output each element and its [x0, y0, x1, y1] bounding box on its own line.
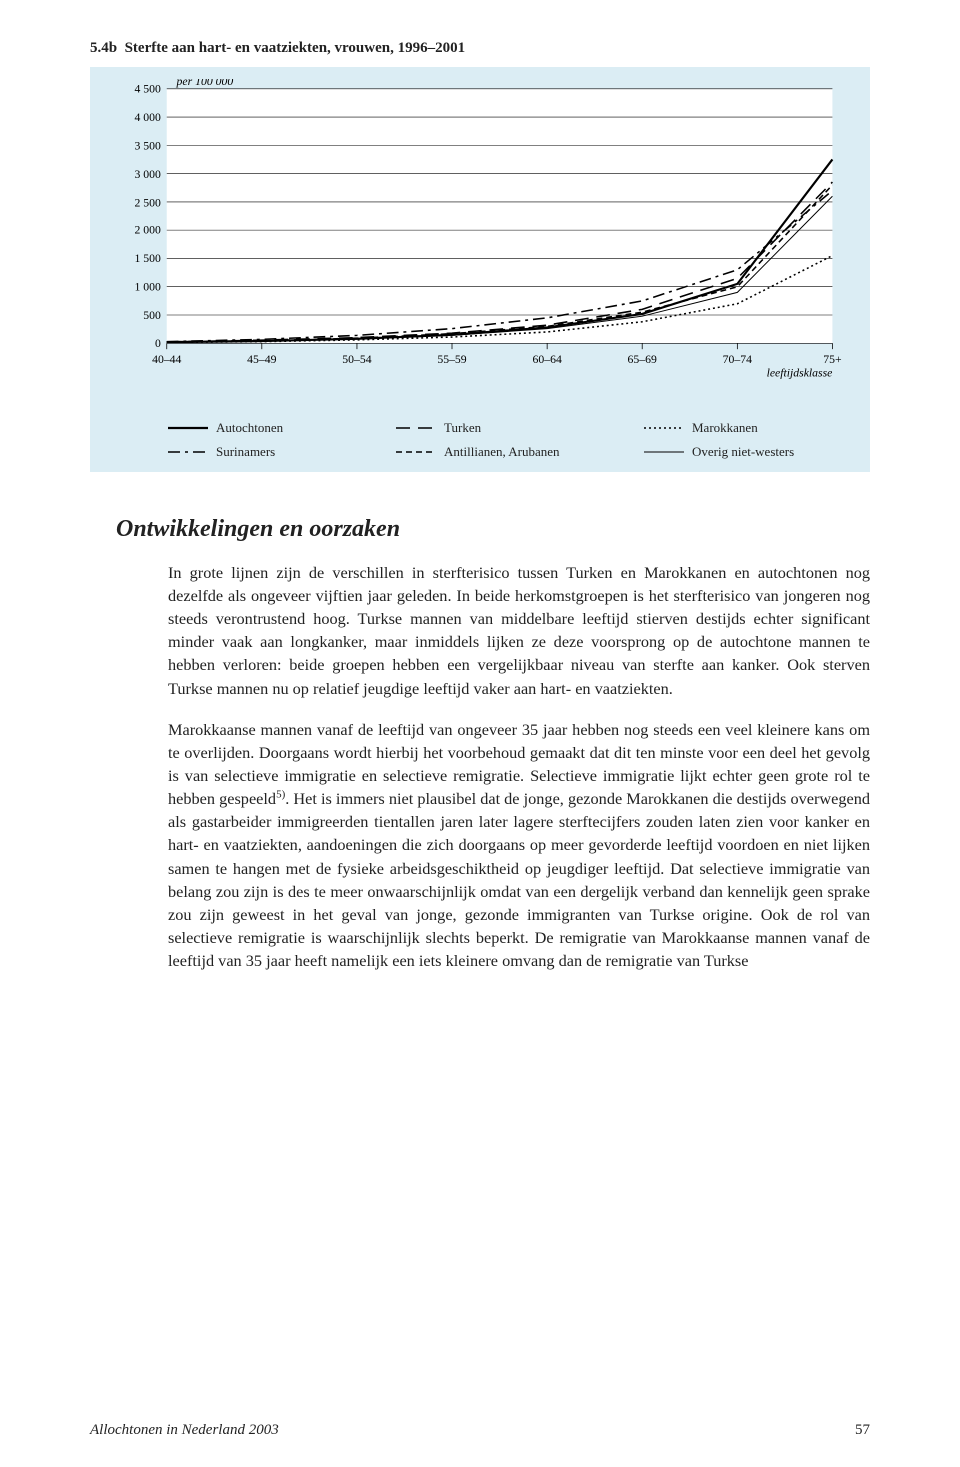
legend-label: Turken	[444, 420, 481, 436]
legend-label: Overig niet-westers	[692, 444, 794, 460]
x-ticks	[167, 343, 833, 349]
y-axis-label: per 100 000	[176, 79, 234, 88]
svg-text:4 500: 4 500	[134, 83, 161, 96]
svg-text:2 500: 2 500	[134, 196, 161, 209]
page-number: 57	[855, 1422, 870, 1439]
svg-text:2 000: 2 000	[134, 224, 161, 237]
svg-text:500: 500	[143, 309, 161, 322]
figure-caption: Sterfte aan hart- en vaatziekten, vrouwe…	[125, 40, 466, 56]
x-tick-labels: 40–44 45–49 50–54 55–59 60–64 65–69 70–7…	[152, 353, 842, 366]
footnote-marker: 5)	[276, 789, 285, 801]
figure-number: 5.4b	[90, 40, 117, 56]
y-tick-labels: 0 500 1 000 1 500 2 000 2 500 3 000 3 50…	[134, 83, 161, 351]
footer-publication: Allochtonen in Nederland 2003	[90, 1422, 279, 1439]
legend-turken: Turken	[396, 420, 626, 436]
svg-text:60–64: 60–64	[532, 353, 561, 366]
svg-text:65–69: 65–69	[628, 353, 657, 366]
chart-legend: Autochtonen Turken Marokkanen Surinamers	[168, 414, 852, 460]
svg-text:55–59: 55–59	[437, 353, 466, 366]
svg-text:0: 0	[155, 337, 161, 350]
svg-text:70–74: 70–74	[723, 353, 752, 366]
legend-overig: Overig niet-westers	[644, 444, 794, 460]
legend-autochtonen: Autochtonen	[168, 420, 378, 436]
svg-text:3 500: 3 500	[134, 139, 161, 152]
svg-text:40–44: 40–44	[152, 353, 181, 366]
legend-marokkanen: Marokkanen	[644, 420, 758, 436]
paragraph-2b: . Het is immers niet plausibel dat de jo…	[168, 789, 870, 970]
paragraph-1: In grote lijnen zijn de verschillen in s…	[168, 561, 870, 700]
section-heading: Ontwikkelingen en oorzaken	[116, 516, 870, 543]
legend-label: Antillianen, Arubanen	[444, 444, 560, 460]
svg-text:75+: 75+	[823, 353, 842, 366]
svg-text:45–49: 45–49	[247, 353, 276, 366]
paragraph-2: Marokkaanse mannen vanaf de leeftijd van…	[168, 718, 870, 973]
legend-label: Autochtonen	[216, 420, 283, 436]
svg-text:50–54: 50–54	[342, 353, 371, 366]
svg-text:3 000: 3 000	[134, 168, 161, 181]
svg-text:4 000: 4 000	[134, 111, 161, 124]
legend-surinamers: Surinamers	[168, 444, 378, 460]
svg-text:1 500: 1 500	[134, 252, 161, 265]
legend-label: Surinamers	[216, 444, 275, 460]
page-footer: Allochtonen in Nederland 2003 57	[90, 1422, 870, 1439]
legend-label: Marokkanen	[692, 420, 758, 436]
chart-container: 0 500 1 000 1 500 2 000 2 500 3 000 3 50…	[90, 67, 870, 472]
line-chart: 0 500 1 000 1 500 2 000 2 500 3 000 3 50…	[108, 79, 852, 412]
x-axis-label: leeftijdsklasse	[767, 367, 833, 380]
svg-text:1 000: 1 000	[134, 280, 161, 293]
legend-antillianen: Antillianen, Arubanen	[396, 444, 626, 460]
figure-title: 5.4b Sterfte aan hart- en vaatziekten, v…	[90, 40, 870, 57]
